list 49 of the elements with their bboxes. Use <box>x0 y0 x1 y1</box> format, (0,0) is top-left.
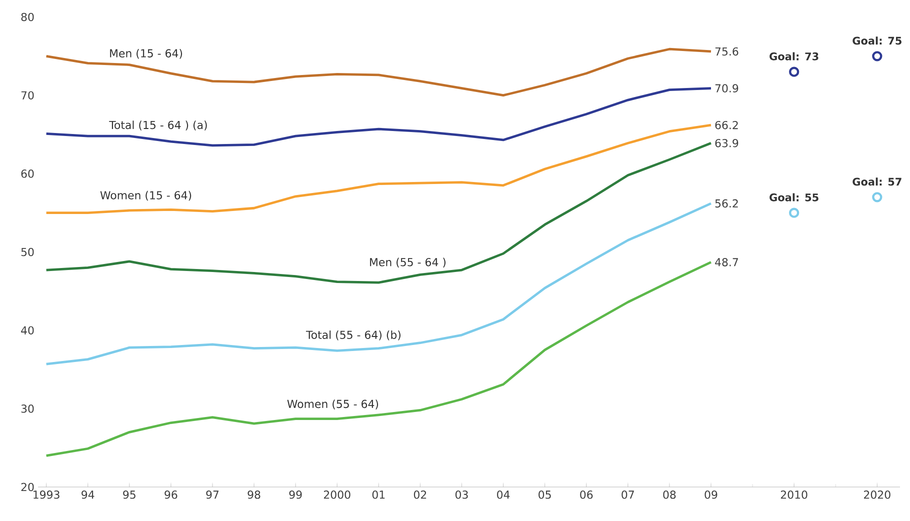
x-tick-label: 02 <box>414 490 426 499</box>
y-tick-label: 40 <box>21 326 34 334</box>
x-tick-label: 98 <box>248 490 260 499</box>
x-tick-label: 06 <box>580 490 593 499</box>
series-label: Women (15 - 64) <box>100 190 192 201</box>
data-label: 48.7 <box>715 258 738 266</box>
data-label: 75.6 <box>715 47 738 56</box>
y-tick-label: 80 <box>21 12 34 22</box>
data-label: 70.9 <box>715 84 738 92</box>
x-tick-label: 1993 <box>34 490 60 499</box>
x-tick-label: 2010 <box>780 490 808 499</box>
data-label: 56.2 <box>715 199 738 208</box>
line-series <box>45 202 712 366</box>
x-tick-label: 99 <box>289 490 302 499</box>
point <box>788 208 800 218</box>
series-label: Women (55 - 64) <box>287 400 378 410</box>
annotation: Goal: 73 <box>770 52 818 60</box>
x-tick-label: 94 <box>82 490 94 499</box>
x-tick-label: 07 <box>622 490 634 499</box>
x-tick-label: 05 <box>538 490 551 499</box>
series-label: Total (55 - 64) (b) <box>306 330 400 340</box>
annotation: Goal: 57 <box>852 178 902 186</box>
annotation: Goal: 75 <box>852 36 902 45</box>
x-tick-label: 03 <box>455 490 468 499</box>
x-tick-label: 95 <box>123 490 136 499</box>
y-tick-label: 20 <box>21 482 34 492</box>
y-tick-label: 70 <box>21 91 34 100</box>
point <box>788 66 800 77</box>
y-tick-label: 30 <box>21 404 34 413</box>
x-tick-label: 04 <box>497 490 510 499</box>
x-tick-label: 01 <box>372 490 385 499</box>
line-series <box>45 87 712 147</box>
y-tick-label: 60 <box>21 170 34 178</box>
line-series <box>45 142 712 284</box>
point <box>872 192 882 202</box>
series-label: Total (15 - 64 ) (a) <box>109 120 207 130</box>
x-tick-label: 2000 <box>324 490 350 499</box>
x-tick-label: 96 <box>164 490 178 499</box>
series-label: Men (15 - 64) <box>110 48 182 59</box>
data-label: 66.2 <box>715 120 738 130</box>
x-tick-label: 09 <box>704 490 718 499</box>
annotation: Goal: 55 <box>770 193 818 202</box>
data-label: 63.9 <box>715 138 738 148</box>
point <box>872 51 882 62</box>
x-tick-label: 97 <box>206 490 219 499</box>
y-tick-label: 50 <box>21 248 34 256</box>
x-tick-label: 08 <box>663 490 676 499</box>
x-tick-label: 2020 <box>864 490 890 499</box>
series-label: Men (55 - 64 ) <box>370 258 446 268</box>
